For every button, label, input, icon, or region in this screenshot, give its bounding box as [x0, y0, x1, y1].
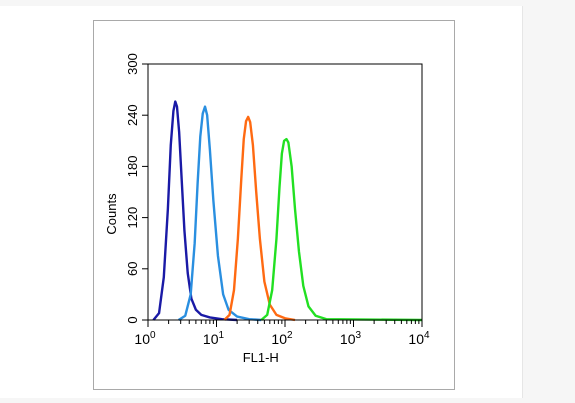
histogram-series-2 [177, 105, 262, 322]
x-tick-label: 101 [203, 330, 225, 347]
y-tick-label: 240 [125, 104, 140, 126]
y-tick-label: 120 [125, 207, 140, 229]
x-tick-label: 103 [340, 330, 362, 347]
histogram-chart: 100 101 102 103 104 0 60 120 180 240 300 FL1-H Cou… [104, 53, 430, 365]
x-tick-label: 100 [134, 330, 156, 347]
y-tick-label: 0 [125, 316, 140, 323]
y-tick-label: 180 [125, 156, 140, 178]
x-axis-label: FL1-H [243, 350, 279, 365]
x-tick-label: 102 [271, 330, 293, 347]
y-axis-label: Counts [104, 193, 119, 235]
y-tick-label: 60 [125, 262, 140, 276]
x-tick-label: 104 [408, 330, 430, 347]
y-tick-label: 300 [125, 53, 140, 75]
histogram-series-3 [223, 115, 296, 322]
figure-panel: 100 101 102 103 104 0 60 120 180 240 300 FL1-H Cou… [93, 20, 455, 390]
page-frame: 100 101 102 103 104 0 60 120 180 240 300 FL1-H Cou… [0, 6, 523, 398]
histogram-series-1 [152, 100, 238, 322]
histogram-series-4 [260, 137, 423, 322]
